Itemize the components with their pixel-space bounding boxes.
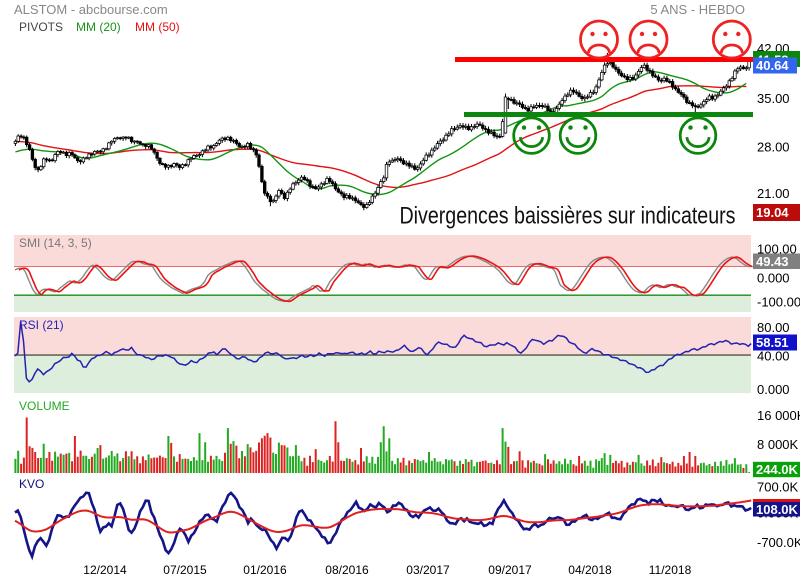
svg-text:KVO: KVO xyxy=(19,477,44,491)
svg-text:11/2018: 11/2018 xyxy=(649,563,692,577)
svg-text:12/2014: 12/2014 xyxy=(83,563,127,577)
svg-text:-700.0K: -700.0K xyxy=(757,535,800,550)
svg-text:RSI (21): RSI (21) xyxy=(19,318,64,332)
svg-text:19.04: 19.04 xyxy=(756,205,789,220)
svg-text:MM (50): MM (50) xyxy=(135,20,180,34)
svg-text:8 000K: 8 000K xyxy=(757,437,799,452)
svg-text:07/2015: 07/2015 xyxy=(163,563,207,577)
svg-text:49.43: 49.43 xyxy=(756,254,789,269)
svg-text:03/2017: 03/2017 xyxy=(406,563,450,577)
svg-text:09/2017: 09/2017 xyxy=(488,563,532,577)
svg-text:28.00: 28.00 xyxy=(757,140,790,155)
svg-text:58.51: 58.51 xyxy=(756,335,789,350)
svg-text:40.00: 40.00 xyxy=(757,349,790,364)
svg-text:244.0K: 244.0K xyxy=(756,462,799,477)
svg-text:108.0K: 108.0K xyxy=(756,502,799,517)
svg-text:40.64: 40.64 xyxy=(756,58,789,73)
svg-text:08/2016: 08/2016 xyxy=(325,563,369,577)
svg-text:0.000: 0.000 xyxy=(757,271,790,286)
svg-text:80.00: 80.00 xyxy=(757,320,790,335)
svg-text:ALSTOM - abcbourse.com: ALSTOM - abcbourse.com xyxy=(14,2,168,17)
svg-text:01/2016: 01/2016 xyxy=(243,563,287,577)
svg-text:-100.00: -100.00 xyxy=(757,295,800,310)
svg-text:100.00: 100.00 xyxy=(757,242,797,257)
svg-text:700.0K: 700.0K xyxy=(757,480,799,495)
svg-text:VOLUME: VOLUME xyxy=(19,399,70,413)
svg-text:21.00: 21.00 xyxy=(757,186,790,201)
svg-text:0.000: 0.000 xyxy=(757,382,790,397)
svg-text:16 000K: 16 000K xyxy=(757,408,800,423)
svg-text:35.00: 35.00 xyxy=(757,91,790,106)
svg-text:5 ANS - HEBDO: 5 ANS - HEBDO xyxy=(650,2,745,17)
svg-text:SMI (14, 3, 5): SMI (14, 3, 5) xyxy=(19,236,92,250)
svg-text:Divergences baissières sur ind: Divergences baissières sur indicateurs xyxy=(400,203,736,230)
svg-text:04/2018: 04/2018 xyxy=(568,563,612,577)
svg-text:PIVOTS: PIVOTS xyxy=(19,20,63,34)
svg-text:MM (20): MM (20) xyxy=(76,20,121,34)
